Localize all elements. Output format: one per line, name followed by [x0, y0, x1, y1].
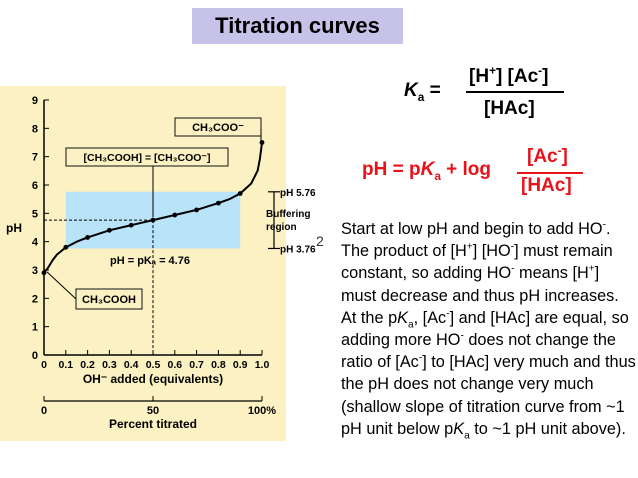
hh-lhs-pre: pH = p — [362, 159, 421, 180]
curve-point — [259, 140, 265, 145]
ch3cooh-box-text: CH₃COOH — [82, 294, 136, 306]
ka-lhs: Ka = — [404, 80, 441, 104]
titration-curve — [43, 142, 263, 274]
hh-num-ac: [Ac — [527, 146, 558, 167]
y-tick-label: 3 — [32, 265, 38, 277]
buffering-label-1: Buffering — [266, 209, 310, 220]
x-tick-label: 0.3 — [102, 359, 117, 371]
hh-lhs: pH = pKa + log — [362, 159, 492, 183]
y-tick-label: 7 — [32, 152, 38, 164]
ka-num-h: [H — [469, 66, 490, 87]
y-tick-label: 5 — [32, 208, 38, 220]
hh-fraction-bar — [517, 172, 583, 174]
buffering-label-2: region — [266, 222, 297, 233]
x-tick-label: 0.8 — [211, 359, 226, 371]
hh-num-close: ] — [561, 146, 568, 167]
y-tick-label: 9 — [32, 95, 38, 107]
y-tick-label: 0 — [32, 350, 38, 362]
x-tick-label: 0.6 — [167, 359, 182, 371]
ka-num-h-close: ] — [495, 66, 503, 87]
chart-panel — [0, 86, 286, 441]
curve-point — [172, 212, 178, 218]
hh-k-subscript: a — [434, 169, 441, 183]
ka-subscript: a — [417, 90, 425, 104]
ka-num-ac-sup: - — [538, 64, 543, 78]
ch3cooh-box: CH₃COOH — [75, 288, 143, 310]
explanation-text: Start at low pH and begin to add HO-. Th… — [341, 218, 636, 442]
curve-point — [41, 270, 47, 276]
ch3coo-box: CH₃COO⁻ — [174, 117, 262, 137]
slide-number: 2 — [316, 233, 324, 249]
ka-denominator: [HAc] — [484, 98, 535, 119]
ph-low-label: pH 3.76 — [280, 244, 316, 255]
titration-chart: 0 1 2 3 4 5 6 7 8 9 0 0.1 0.2 0.3 0.4 0.5 0.6 0.7 0.8 0.9 1… — [0, 86, 316, 441]
curve-point — [216, 200, 221, 206]
x2-axis-label: Percent titrated — [109, 417, 197, 431]
curve-point — [63, 244, 69, 250]
ka-num-ac-close: ] — [542, 66, 549, 87]
ka-num-h-sup: + — [489, 64, 496, 78]
x-tick-label: 0.9 — [233, 359, 248, 371]
x2-tick-label: 0 — [41, 405, 47, 417]
y-tick-label: 4 — [32, 237, 39, 249]
x2-tick-label: 100% — [248, 405, 276, 417]
x-tick-label: 0 — [41, 359, 47, 371]
y-tick-label: 8 — [32, 123, 38, 135]
x-tick-label: 0.1 — [58, 359, 73, 371]
pka-label: pH = pKₐ = 4.76 — [110, 255, 190, 267]
ka-num-ac: [Ac — [507, 66, 539, 87]
hh-numerator: [Ac-] — [527, 144, 568, 168]
curve-point — [194, 207, 200, 213]
x-tick-label: 0.2 — [80, 359, 95, 371]
ka-numerator: [H+] [Ac-] — [469, 64, 549, 88]
chart-annotations: CH₃COO⁻ [CH₃COOH] = [CH₃COO⁻] pH = pKₐ = 4… — [44, 117, 316, 355]
curve-point — [85, 235, 90, 240]
ka-fraction-bar — [466, 91, 564, 93]
x2-tick-label: 50 — [147, 405, 159, 417]
ph-high-label: pH 5.76 — [280, 188, 316, 199]
x-ticks: 0 0.1 0.2 0.3 0.4 0.5 0.6 0.7 0.8 0.9 1.0 — [41, 350, 269, 371]
ka-equals: = — [429, 80, 441, 101]
curve-point — [237, 191, 243, 196]
ch3coo-box-text: CH₃COO⁻ — [192, 122, 244, 134]
curve-points — [41, 140, 265, 276]
x2-ticks: 0 50 100% — [41, 396, 276, 417]
y-axis-label: pH — [6, 221, 22, 235]
y-tick-label: 6 — [32, 180, 38, 192]
hh-k-symbol: K — [420, 159, 435, 180]
explanation-paragraph: Start at low pH and begin to add HO-. Th… — [341, 219, 636, 442]
equal-box: [CH₃COOH] = [CH₃COO⁻] — [65, 147, 229, 167]
hh-denominator: [HAc] — [521, 175, 572, 196]
curve-point — [128, 222, 134, 228]
equal-box-border — [65, 147, 229, 167]
x-tick-label: 0.7 — [189, 359, 204, 371]
x-tick-label: 0.4 — [124, 359, 139, 371]
x-tick-label: 1.0 — [255, 359, 270, 371]
x-tick-label: 0.5 — [146, 359, 161, 371]
x-axis-label: OH⁻ added (equivalents) — [83, 372, 223, 386]
y-tick-label: 1 — [32, 322, 38, 334]
slide-title: Titration curves — [192, 8, 403, 44]
hh-log: + log — [440, 159, 492, 180]
ka-symbol: K — [404, 80, 418, 101]
equal-box-text: [CH₃COOH] = [CH₃COO⁻] — [84, 152, 211, 164]
y-tick-label: 2 — [32, 293, 38, 305]
ch3cooh-arrow — [46, 271, 77, 300]
curve-point — [107, 227, 112, 233]
hh-num-sup: - — [557, 144, 562, 158]
